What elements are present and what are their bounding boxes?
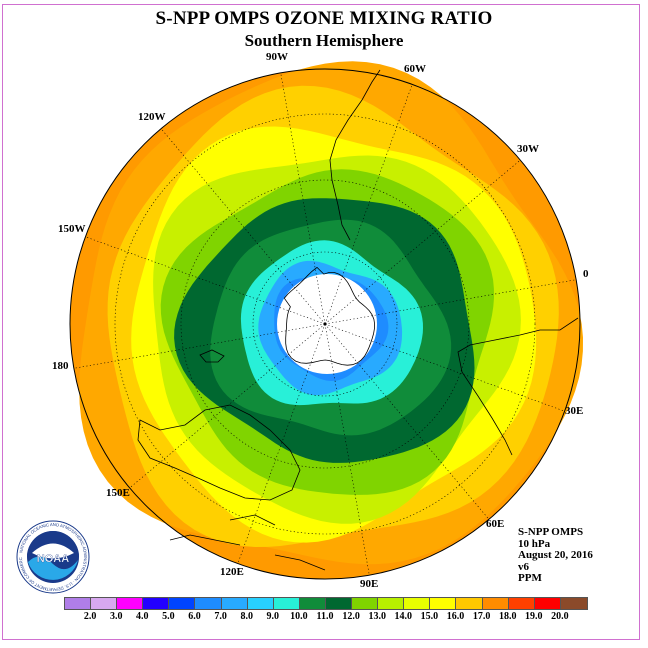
color-swatch <box>221 598 248 609</box>
color-swatch <box>143 598 170 609</box>
color-swatch <box>91 598 118 609</box>
pressure-level-text: 10 hPa <box>518 537 551 550</box>
color-tick-label: 16.0 <box>446 611 465 622</box>
color-swatch <box>273 598 300 609</box>
color-tick-label: 13.0 <box>368 611 386 622</box>
parallel-circle <box>252 251 398 397</box>
date-text: August 20, 2016 <box>518 549 593 562</box>
map-subtitle: Southern Hemisphere <box>244 31 404 50</box>
meridian-line <box>280 72 326 325</box>
color-swatch <box>482 598 509 609</box>
map-boundary <box>69 68 581 580</box>
africa-coastline <box>457 317 579 456</box>
australia-coastline <box>137 404 301 501</box>
color-tick-label: 11.0 <box>316 611 334 622</box>
lon-label-180: 180 <box>52 360 69 372</box>
meridian-line <box>324 84 413 325</box>
color-tick-label: 19.0 <box>525 611 543 622</box>
color-tick-label: 4.0 <box>136 611 149 622</box>
color-swatch <box>404 598 431 609</box>
meridian-line <box>324 323 565 412</box>
map-title: S-NPP OMPS OZONE MIXING RATIO <box>155 8 493 29</box>
color-tick-label: 2.0 <box>83 611 97 622</box>
color-swatch <box>247 598 274 609</box>
antarctica-coastline <box>283 266 376 366</box>
color-tick-label: 6.0 <box>188 611 201 622</box>
units-text: PPM <box>518 572 542 585</box>
meridian-line <box>324 323 370 576</box>
south-america-coastline <box>329 69 381 241</box>
color-tick-label: 15.0 <box>420 611 439 622</box>
lon-label-90w: 90W <box>266 51 288 63</box>
lon-label-30w: 30W <box>517 143 539 155</box>
color-tick-label: 8.0 <box>240 611 253 622</box>
meridian-line <box>85 236 326 325</box>
lon-label-0: 0 <box>583 268 589 280</box>
south-pole-marker <box>323 322 327 326</box>
new-zealand-coastline <box>199 349 225 363</box>
color-swatch <box>456 598 483 609</box>
color-swatch <box>117 598 144 609</box>
color-tick-label: 20.0 <box>551 611 569 622</box>
color-swatch <box>378 598 405 609</box>
lon-label-120e: 120E <box>220 566 244 578</box>
southeast-asia-coastline <box>169 514 326 571</box>
meridian-line <box>160 128 326 325</box>
color-swatch <box>299 598 326 609</box>
meridian-line <box>73 323 326 369</box>
meridian-line <box>324 323 490 520</box>
color-swatch <box>430 598 457 609</box>
color-swatch <box>195 598 222 609</box>
lon-label-120w: 120W <box>138 111 166 123</box>
lon-label-150w: 150W <box>58 223 86 235</box>
color-swatch <box>534 598 561 609</box>
color-tick-label: 12.0 <box>342 611 360 622</box>
lon-label-90e: 90E <box>360 578 379 590</box>
parallel-circle <box>114 113 536 535</box>
color-tick-label: 17.0 <box>472 611 491 622</box>
color-tick-label: 18.0 <box>498 611 517 622</box>
color-scale-bar <box>64 597 588 610</box>
meridian-line <box>129 323 326 489</box>
color-tick-label: 9.0 <box>266 611 280 622</box>
color-swatch <box>65 598 92 609</box>
color-tick-label: 3.0 <box>109 611 123 622</box>
meridian-line <box>324 159 521 325</box>
noaa-logo: NOAA NATIONAL OCEANIC AND ATMOSPHERIC AD… <box>16 520 90 594</box>
color-swatch <box>560 598 587 609</box>
instrument-text: S-NPP OMPS <box>518 526 584 538</box>
figure-frame <box>2 4 640 640</box>
product-info: S-NPP OMPS 10 hPa August 20, 2016 v6 PPM <box>518 526 593 585</box>
color-swatch <box>325 598 353 609</box>
version-text: v6 <box>518 560 529 573</box>
logo-text: NOAA <box>37 553 69 565</box>
lon-label-150e: 150E <box>106 487 130 499</box>
color-tick-label: 5.0 <box>162 611 175 622</box>
meridian-line <box>237 323 326 564</box>
parallel-circle <box>180 179 470 469</box>
lon-label-30e: 30E <box>565 405 584 417</box>
meridian-line <box>324 279 577 325</box>
color-tick-label: 14.0 <box>394 611 413 622</box>
color-swatch <box>508 598 535 609</box>
lon-label-60e: 60E <box>486 518 505 530</box>
color-tick-label: 7.0 <box>214 611 227 622</box>
color-tick-label: 10.0 <box>290 611 308 622</box>
polar-night-region <box>277 274 377 374</box>
color-swatch <box>169 598 196 609</box>
color-swatch <box>352 598 379 609</box>
lon-label-60w: 60W <box>404 63 426 75</box>
